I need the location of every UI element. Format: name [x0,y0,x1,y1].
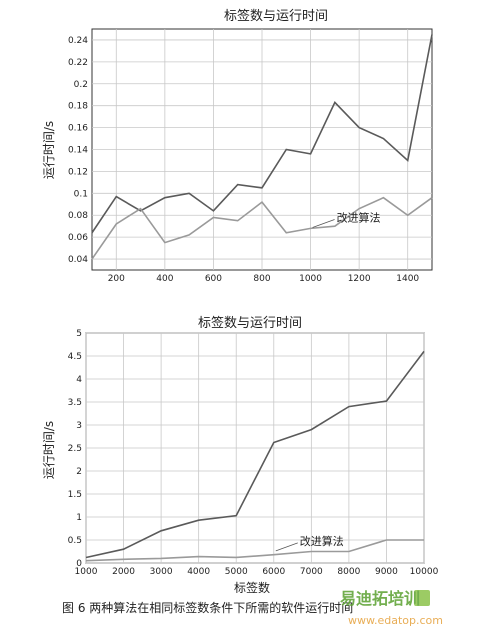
top-annotation-label: 改进算法 [337,210,381,224]
bottom-x-tick-label: 8000 [337,567,360,577]
chart-top-title: 标签数与运行时间 [224,8,328,24]
top-y-tick-label: 0.16 [68,124,88,134]
top-annotation-pointer [312,219,335,228]
bottom-y-tick-label: 0 [76,559,82,569]
bottom-y-tick-label: 2 [76,467,82,477]
top-x-tick-label: 400 [156,274,173,284]
bottom-x-tick-label: 6000 [262,567,285,577]
bottom-x-tick-label: 4000 [187,567,210,577]
watermark-brand: 易迪拓培训 [340,589,420,608]
chart-top: 标签数与运行时间 运行时间/s 200 400 600 800 1000 1200 1400… [42,8,433,284]
bottom-x-tick-label: 7000 [300,567,323,577]
bottom-y-tick-label: 4.5 [68,352,82,362]
bottom-x-tick-label: 1000 [75,567,98,577]
top-y-tick-label: 0.18 [68,102,88,112]
bottom-y-tick-label: 0.5 [68,536,82,546]
bottom-y-tick-label: 1 [76,513,82,523]
bottom-annotation-pointer [275,542,298,552]
top-y-tick-label: 0.1 [74,189,88,199]
top-y-tick-label: 0.14 [68,146,88,156]
chart-top-ylabel: 运行时间/s [42,121,56,179]
top-x-tick-label: 1400 [396,274,419,284]
bottom-x-tick-label: 3000 [150,567,173,577]
top-x-tick-label: 1200 [348,274,371,284]
watermark-url: www.edatop.com [348,614,443,627]
chart-bottom-ylabel: 运行时间/s [42,421,56,479]
chart-bottom-xlabel: 标签数 [234,580,270,595]
top-y-tick-label: 0.12 [68,167,88,177]
top-x-tick-label: 1000 [299,274,322,284]
bottom-y-tick-label: 1.5 [68,490,82,500]
bottom-x-tick-label: 10000 [410,567,439,577]
bottom-x-tick-label: 9000 [375,567,398,577]
top-y-tick-label: 0.2 [74,80,88,90]
bottom-y-tick-label: 5 [76,329,82,339]
top-y-tick-label: 0.04 [68,255,88,265]
bottom-series-baseline-line [85,350,425,559]
top-series-baseline-line [91,34,433,234]
top-y-tick-label: 0.06 [68,233,88,243]
bottom-y-tick-label: 2.5 [68,444,82,454]
top-y-tick-label: 0.08 [68,211,88,221]
bottom-annotation-label: 改进算法 [300,534,344,548]
chart-bottom-title: 标签数与运行时间 [198,315,302,331]
figure-caption: 图 6 两种算法在相同标签数条件下所需的软件运行时间 [62,600,353,615]
chart-bottom: 标签数与运行时间 运行时间/s 标签数 1000 2000 3000 4000 5000… [42,315,439,595]
bottom-series-improved-line [85,539,424,562]
bottom-y-tick-label: 3.5 [68,398,82,408]
bottom-x-tick-label: 2000 [112,567,135,577]
bottom-y-tick-label: 4 [76,375,82,385]
top-x-tick-label: 200 [108,274,125,284]
bottom-x-tick-label: 5000 [225,567,248,577]
top-x-tick-label: 800 [253,274,270,284]
bottom-y-tick-label: 3 [76,421,82,431]
top-series-improved-line [91,196,433,260]
top-x-tick-label: 600 [205,274,222,284]
top-y-tick-label: 0.22 [68,58,88,68]
watermark-logo: 易迪拓培训 www.edatop.com [340,589,443,627]
top-y-tick-label: 0.24 [68,36,88,46]
